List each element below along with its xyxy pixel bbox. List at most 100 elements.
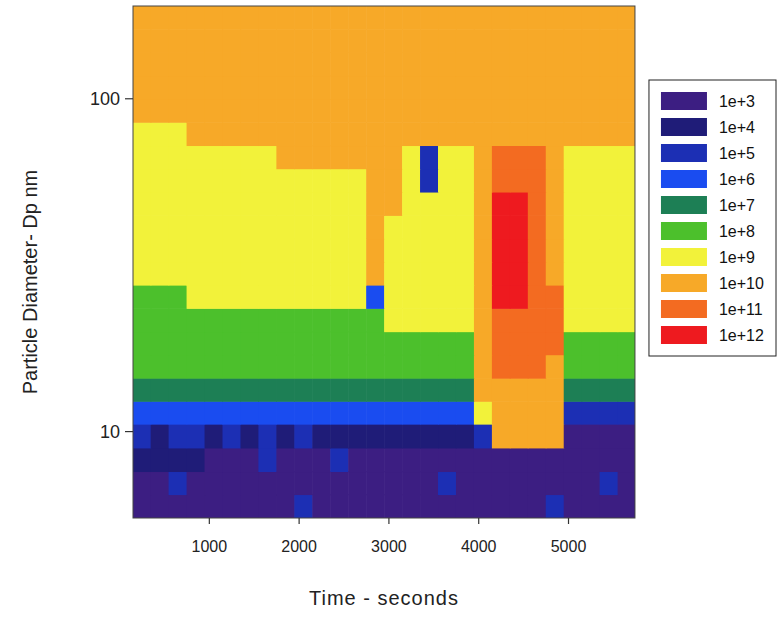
- cell: [205, 332, 224, 356]
- cell: [456, 122, 475, 146]
- cell: [456, 355, 475, 379]
- cell: [492, 471, 511, 495]
- cell: [492, 169, 511, 193]
- cell: [258, 145, 277, 169]
- legend-label: 1e+6: [719, 171, 755, 188]
- legend-label: 1e+5: [719, 145, 755, 162]
- cell: [618, 6, 635, 30]
- cell: [294, 215, 313, 239]
- cell: [546, 145, 565, 169]
- cell: [276, 76, 295, 100]
- cell: [456, 76, 475, 100]
- cell: [546, 76, 565, 100]
- cell: [474, 76, 493, 100]
- cell: [384, 424, 403, 448]
- cell: [582, 76, 601, 100]
- cell: [133, 239, 151, 263]
- cell: [330, 192, 349, 216]
- cell: [240, 192, 259, 216]
- cell: [510, 448, 529, 472]
- y-tick-label: 100: [90, 89, 120, 109]
- y-tick-label: 10: [100, 422, 120, 442]
- cell: [187, 52, 206, 76]
- cell: [294, 52, 313, 76]
- cell: [276, 378, 295, 402]
- cell: [222, 29, 241, 53]
- cell: [276, 52, 295, 76]
- cell: [492, 122, 511, 146]
- cell: [384, 332, 403, 356]
- cell: [348, 145, 367, 169]
- cell: [205, 262, 224, 286]
- cell: [240, 471, 259, 495]
- cell: [187, 215, 206, 239]
- cell: [205, 471, 224, 495]
- cell: [222, 239, 241, 263]
- cell: [240, 285, 259, 309]
- cell: [618, 401, 635, 424]
- cell: [402, 99, 421, 123]
- cell: [294, 169, 313, 193]
- cell: [546, 122, 565, 146]
- cell: [222, 448, 241, 472]
- cell: [294, 355, 313, 379]
- cell: [294, 76, 313, 100]
- cell: [618, 192, 635, 216]
- cell: [582, 285, 601, 309]
- cell: [510, 378, 529, 402]
- cell: [438, 448, 457, 472]
- cell: [330, 332, 349, 356]
- cell: [438, 401, 457, 424]
- cell: [528, 308, 547, 332]
- cell: [312, 262, 331, 286]
- cell: [294, 29, 313, 53]
- cell: [402, 29, 421, 53]
- cell: [240, 145, 259, 169]
- cell: [402, 285, 421, 309]
- cell: [222, 122, 241, 146]
- cell: [618, 378, 635, 402]
- cell: [420, 6, 439, 30]
- cell: [384, 494, 403, 518]
- cell: [420, 169, 439, 193]
- cell: [402, 52, 421, 76]
- cell: [205, 99, 224, 123]
- cell: [294, 262, 313, 286]
- cell: [133, 29, 151, 53]
- cell: [456, 169, 475, 193]
- cell: [438, 145, 457, 169]
- cell: [169, 285, 188, 309]
- cell: [510, 52, 529, 76]
- cell: [222, 262, 241, 286]
- x-tick: [478, 518, 479, 524]
- cell: [258, 99, 277, 123]
- cell: [133, 308, 151, 332]
- x-tick-label: 3000: [371, 538, 407, 555]
- cell: [276, 122, 295, 146]
- cell: [330, 6, 349, 30]
- cell: [366, 378, 385, 402]
- cell: [474, 169, 493, 193]
- legend-label: 1e+12: [719, 327, 764, 344]
- cell: [205, 6, 224, 30]
- cell: [169, 378, 188, 402]
- cell: [187, 378, 206, 402]
- cell: [402, 215, 421, 239]
- cell: [258, 378, 277, 402]
- cell: [151, 145, 170, 169]
- x-tick-label: 4000: [461, 538, 497, 555]
- cell: [600, 355, 619, 379]
- cell: [294, 494, 313, 518]
- cell: [169, 332, 188, 356]
- cell: [240, 262, 259, 286]
- cell: [276, 471, 295, 495]
- cell: [240, 355, 259, 379]
- legend-swatch: [661, 92, 707, 110]
- cell: [169, 99, 188, 123]
- cell: [151, 169, 170, 193]
- cell: [276, 6, 295, 30]
- cell: [438, 76, 457, 100]
- cell: [420, 308, 439, 332]
- cell: [240, 448, 259, 472]
- cell: [402, 122, 421, 146]
